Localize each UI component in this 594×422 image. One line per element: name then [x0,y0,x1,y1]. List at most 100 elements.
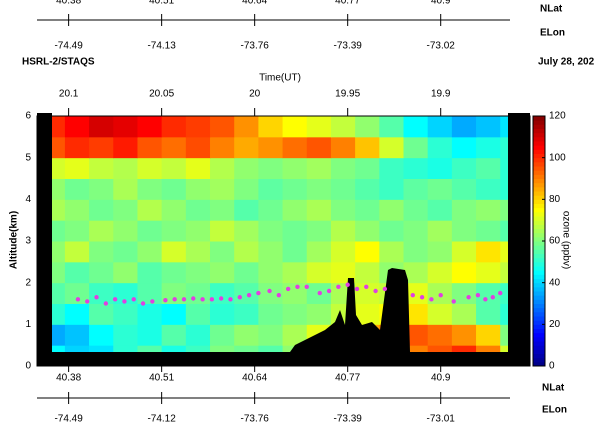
heat-cell [113,220,138,242]
heat-cell [330,220,356,242]
mask [37,352,530,366]
colorbar-cell [533,357,545,363]
heat-cell [185,220,211,242]
heat-cell [210,303,235,325]
heat-cell [476,220,501,242]
heat-cell [137,178,163,200]
heat-cell [379,136,404,159]
heat-cell [451,220,477,242]
heat-cell [64,324,90,346]
colorbar-cell [533,199,545,204]
heat-cell [113,303,138,325]
heat-cell [282,199,308,221]
elon-label: ELon [542,405,567,416]
heat-cell [258,199,284,221]
y-tick-label: 5 [25,152,31,163]
heat-cell [89,303,114,325]
heat-cell [355,199,380,221]
heat-cell [476,241,501,263]
heat-cell [210,220,235,242]
colorbar-cell [533,349,545,354]
colorbar-cell [533,241,545,246]
heat-cell [161,282,187,304]
heat-cell [355,282,380,304]
heat-cell [185,261,211,284]
elon-tick-label: -74.13 [147,41,176,52]
colorbar-cell [533,145,545,150]
layer-dot [345,282,350,287]
heat-cell [89,324,114,346]
heat-cell [137,261,163,284]
heat-cell [427,178,453,200]
layer-dot [140,301,146,306]
layer-dot [373,288,378,294]
colorbar-cell [533,345,545,350]
no-data-mask [37,113,530,366]
nlat-tick-label: 40.64 [242,0,267,7]
x-tick-label: 19.95 [335,89,360,100]
colorbar-cell [533,286,545,292]
heat-cell [379,157,404,179]
heat-cell [210,178,235,200]
overlay [75,282,503,306]
heat-cell [161,220,187,242]
colorbar-cell [533,211,545,217]
colorbar-cell [533,236,545,242]
heat-cell [137,136,163,159]
heat-cell [451,324,477,346]
colorbar-tick-label: 60 [549,236,561,247]
colorbar-cell [533,207,545,213]
heat-cell [355,157,380,179]
colorbar-cell [533,299,545,304]
x-tick-label: 20 [249,89,261,100]
heat-cell [427,241,453,263]
heat-cell [306,303,332,325]
heat-cell [234,303,259,325]
heat-cell [306,116,332,138]
heat-cell [161,261,187,284]
heat-cell [89,261,114,284]
heat-cell [379,116,404,138]
layer-dot [131,297,136,302]
colorbar-cell [533,232,545,238]
layer-dot [466,295,471,300]
heat-cell [161,303,187,325]
heat-cell [185,241,211,263]
heat-cell [234,199,259,221]
heat-cell [282,261,308,284]
heat-cell [403,116,429,138]
layer-dot [181,297,187,302]
colorbar-cell [533,257,545,263]
layer-dot [246,292,252,298]
heat-cell [282,157,308,179]
heat-cell [306,157,332,179]
heat-cell [161,136,187,159]
heat-cell [210,157,235,179]
elon-tick-label: -73.39 [334,41,363,52]
heat-cell [234,241,259,263]
heat-cell [137,324,163,346]
y-axis-label: Altitude(km) [9,211,20,269]
elon-tick-label: -73.02 [427,41,456,52]
colorbar-tick-label: 0 [549,361,555,372]
heat-cell [64,261,90,284]
heat-cell [355,241,380,263]
colorbar-cell [533,203,545,209]
heat-cell [282,241,308,263]
heat-cell [113,116,138,138]
heat-cell [476,324,501,346]
colorbar-tick-label: 80 [549,194,561,205]
heat-cell [427,261,453,284]
heat-cell [379,241,404,263]
colorbar-cell [533,266,545,271]
heat-cell [476,116,501,138]
heat-cell [282,116,308,138]
colorbar-cell [533,328,545,334]
colorbar-tick-label: 100 [549,152,566,163]
heat-cell [330,178,356,200]
heat-cell [258,282,284,304]
heat-cell [210,324,235,346]
heat-cell [64,282,90,304]
colorbar-cell [533,170,545,175]
